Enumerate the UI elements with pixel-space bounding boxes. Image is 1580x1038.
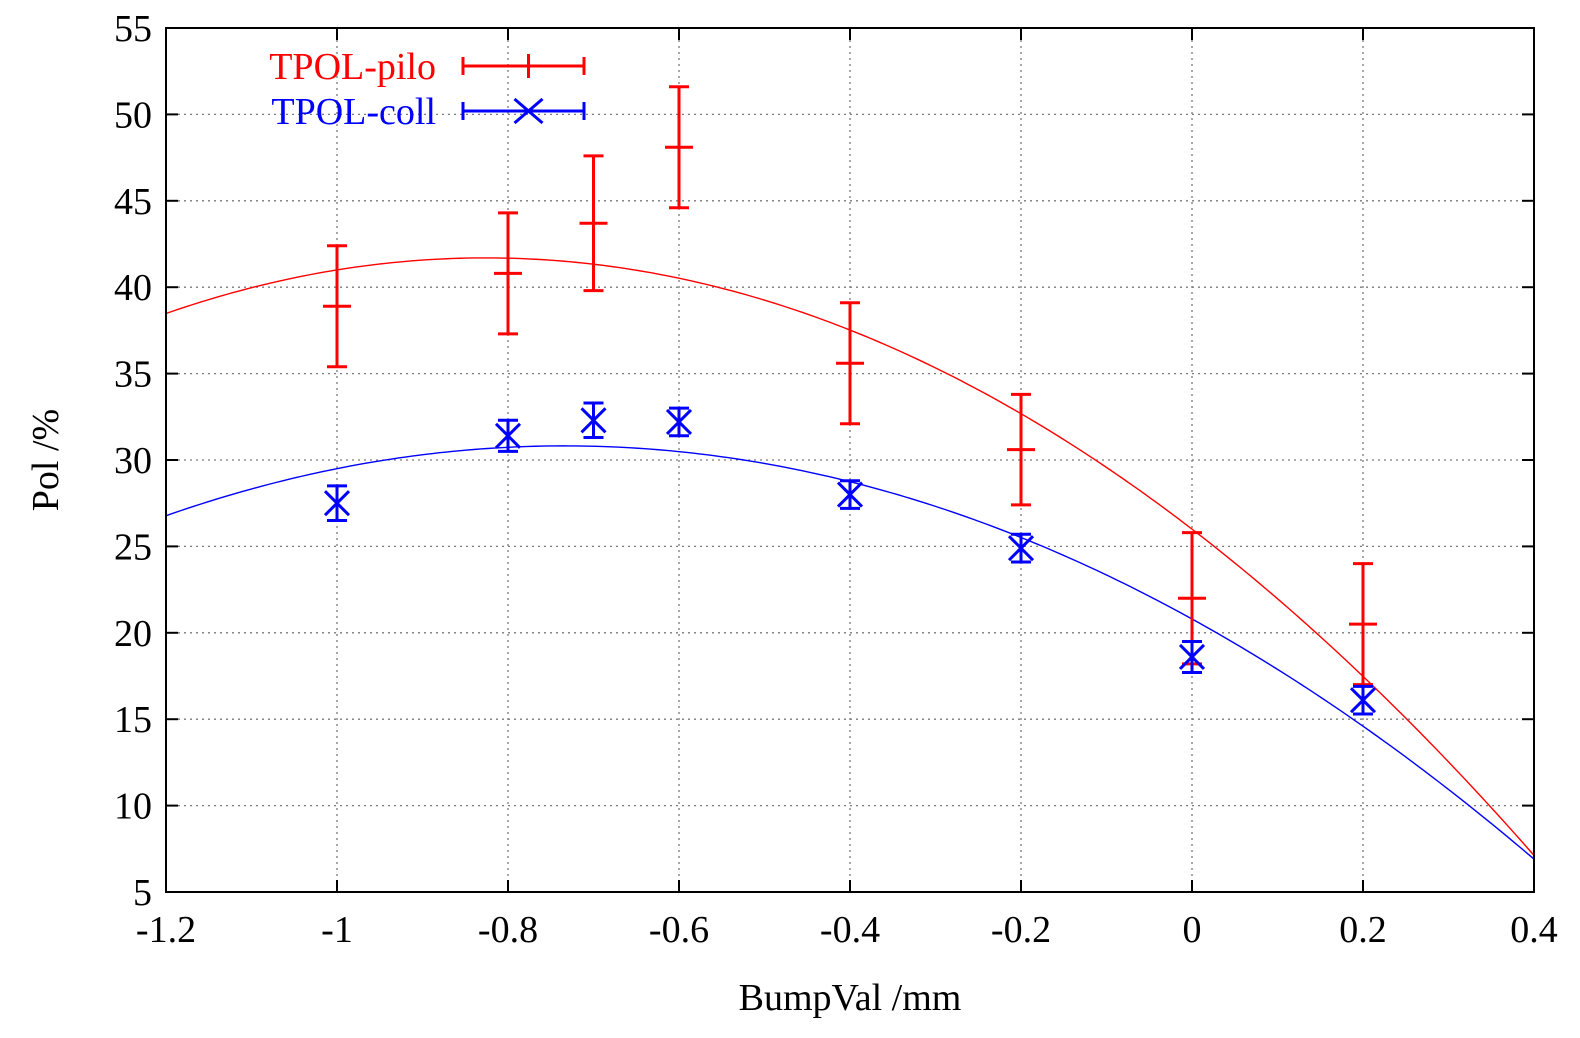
legend-cross-marker [513, 97, 544, 125]
y-tick-label: 15 [114, 699, 152, 741]
y-tick-label: 45 [114, 181, 152, 223]
x-tick-label: -0.6 [649, 909, 709, 951]
data-point [1007, 532, 1035, 564]
data-point [836, 479, 864, 510]
y-tick-label: 30 [114, 440, 152, 482]
y-tick-label: 10 [114, 786, 152, 828]
cross-marker [323, 490, 351, 517]
x-tick-label: -0.2 [991, 909, 1051, 951]
x-tick-label: 0.2 [1339, 909, 1387, 951]
grid [166, 28, 1534, 892]
data-point [494, 418, 522, 453]
cross-marker [1349, 687, 1377, 714]
x-tick-label: -1 [321, 909, 353, 951]
y-tick-label: 50 [114, 94, 152, 136]
data-point [494, 211, 522, 336]
data-points [323, 85, 1377, 716]
data-point [323, 484, 351, 522]
x-axis-title: BumpVal /mm [739, 977, 962, 1019]
data-point [1007, 392, 1035, 507]
x-tick-label: -1.2 [136, 909, 196, 951]
y-axis-title: Pol /% [25, 409, 67, 511]
cross-marker [580, 407, 607, 434]
data-point [1178, 639, 1206, 675]
y-tick-label: 55 [114, 8, 152, 50]
cross-marker [1178, 643, 1206, 671]
x-tick-label: -0.4 [820, 909, 880, 951]
data-point [665, 406, 693, 438]
data-point [665, 85, 693, 210]
x-tick-label: 0.4 [1510, 909, 1558, 951]
y-tick-label: 20 [114, 613, 152, 655]
data-point [580, 401, 607, 440]
cross-marker [665, 408, 693, 436]
data-point [1349, 684, 1377, 716]
data-point [1349, 562, 1377, 687]
legend-entry: TPOL-coll [271, 91, 586, 133]
cross-marker [1007, 535, 1035, 562]
y-tick-label: 5 [133, 872, 152, 914]
cross-marker [494, 422, 522, 449]
data-point [579, 154, 608, 293]
y-tick-label: 35 [114, 354, 152, 396]
cross-marker [836, 481, 864, 508]
legend-entry: TPOL-pilo [269, 46, 586, 88]
x-tick-label: -0.8 [478, 909, 538, 951]
data-point [323, 244, 351, 369]
y-tick-label: 40 [114, 267, 152, 309]
x-tick-label: 0 [1183, 909, 1202, 951]
legend-label: TPOL-coll [271, 91, 436, 133]
legend-label: TPOL-pilo [269, 46, 436, 88]
axis-ticks: -1.2 -1 -0.8 -0.6 -0.4 -0.2 0 0.2 0.4 5 10 15 20 25 30… [114, 8, 1558, 951]
y-tick-label: 25 [114, 526, 152, 568]
data-point [836, 301, 864, 426]
